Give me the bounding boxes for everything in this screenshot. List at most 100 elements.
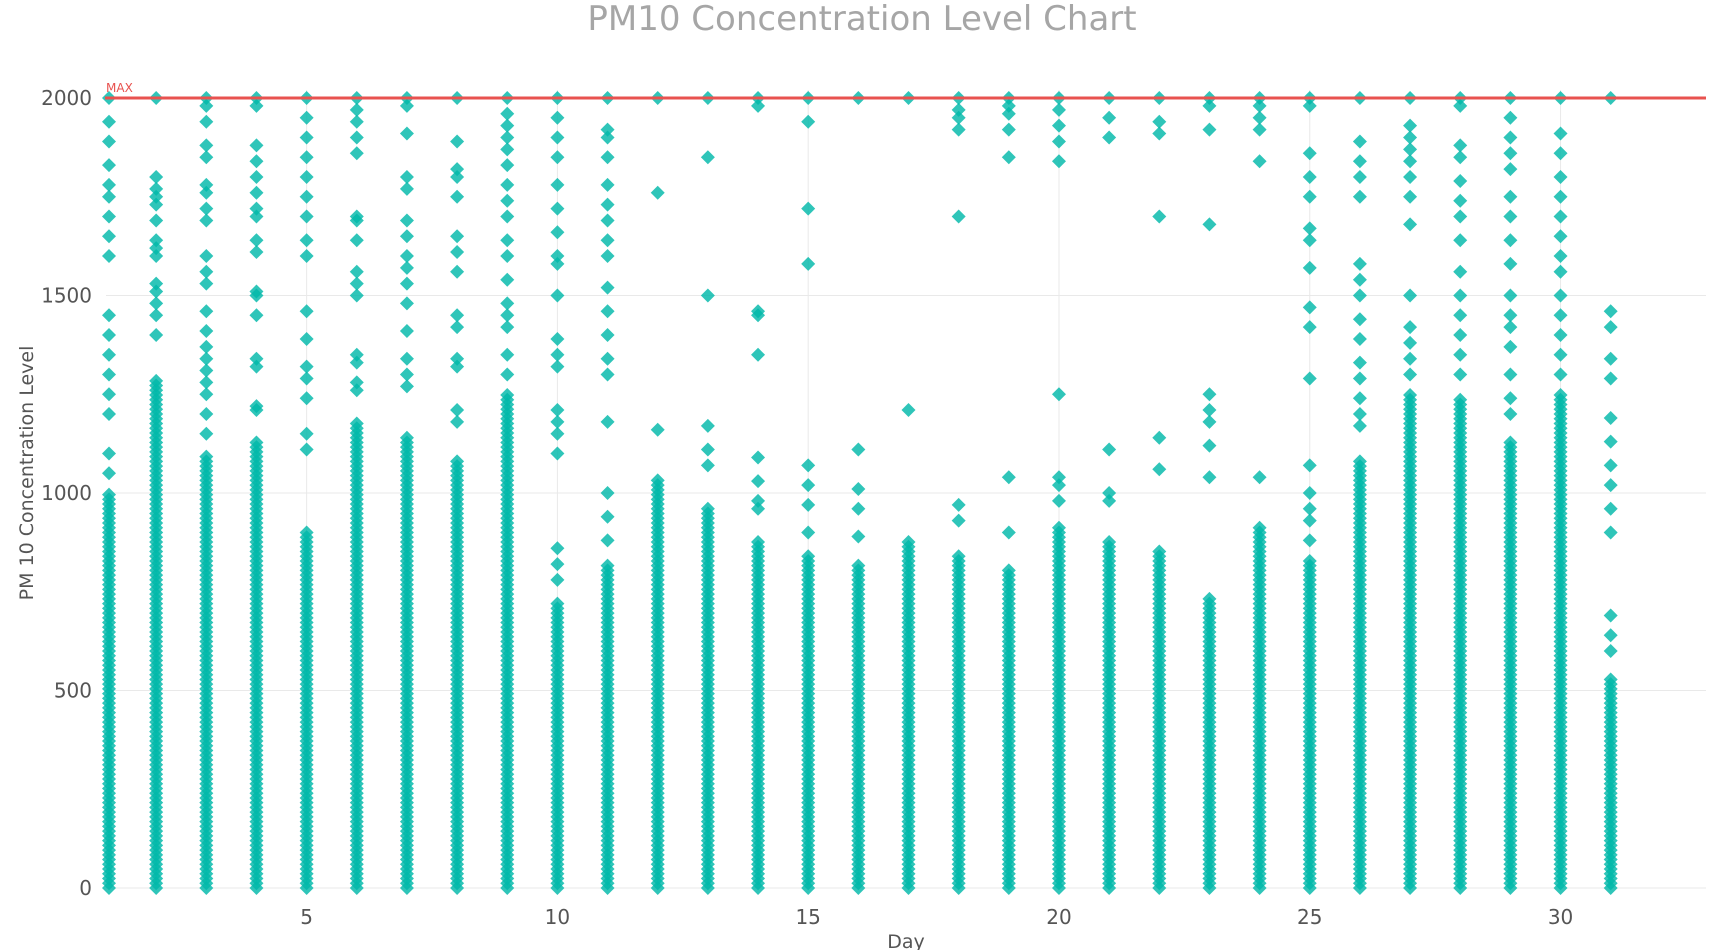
data-point (700, 418, 715, 433)
data-point (1051, 118, 1066, 133)
data-point (1453, 347, 1468, 362)
data-point (500, 308, 515, 323)
data-point (1403, 320, 1418, 335)
data-points (102, 91, 1618, 895)
data-point (1152, 430, 1167, 445)
chart-title: PM10 Concentration Level Chart (587, 0, 1136, 39)
data-point (199, 249, 214, 263)
data-point (299, 525, 314, 540)
data-point (500, 233, 515, 248)
data-point (249, 435, 264, 450)
data-point (1553, 249, 1568, 263)
data-point (399, 181, 414, 196)
data-point (1553, 146, 1568, 161)
y-axis-label: PM 10 Concentration Level (16, 346, 38, 601)
data-point (1352, 154, 1367, 169)
data-point (751, 450, 766, 465)
data-point (349, 102, 364, 117)
data-point (700, 442, 715, 457)
data-point (199, 324, 214, 339)
data-point (1603, 410, 1618, 425)
data-point (399, 260, 414, 275)
data-point (1252, 470, 1267, 485)
data-point (500, 118, 515, 133)
data-point (700, 150, 715, 165)
data-point (199, 339, 214, 354)
data-point (149, 197, 164, 212)
data-point (102, 158, 116, 173)
data-point (299, 331, 314, 346)
data-point (1051, 134, 1066, 149)
data-point (1051, 520, 1066, 535)
data-point (1403, 142, 1418, 157)
data-point (951, 513, 966, 528)
x-tick-label: 15 (795, 905, 820, 929)
data-point (1503, 233, 1518, 248)
data-point (450, 229, 465, 244)
data-point (1102, 534, 1117, 549)
data-point (600, 533, 615, 548)
data-point (1202, 470, 1217, 485)
data-point (650, 185, 665, 200)
data-point (1553, 308, 1568, 323)
data-point (1352, 288, 1367, 303)
data-point (1603, 525, 1618, 540)
data-point (951, 549, 966, 564)
data-point (299, 170, 314, 184)
data-point (102, 249, 116, 263)
data-point (1352, 312, 1367, 327)
data-point (1252, 110, 1267, 125)
data-point (1503, 320, 1518, 335)
data-point (249, 308, 264, 323)
data-point (951, 209, 966, 224)
data-point (149, 328, 164, 342)
data-point (249, 284, 264, 299)
x-tick-label: 5 (300, 905, 313, 929)
data-point (399, 98, 414, 113)
data-point (550, 541, 565, 556)
data-point (1553, 347, 1568, 362)
data-point (1403, 189, 1418, 204)
data-point (199, 201, 214, 216)
data-point (299, 304, 314, 319)
data-point (500, 388, 515, 403)
data-point (1503, 288, 1518, 303)
data-point (199, 304, 214, 319)
data-point (1603, 458, 1618, 473)
data-point (500, 347, 515, 362)
data-point (1503, 209, 1518, 224)
data-point (1302, 533, 1317, 548)
data-point (851, 529, 866, 544)
data-point (1453, 392, 1468, 407)
data-point (102, 328, 116, 342)
data-point (1553, 189, 1568, 204)
data-point (1252, 98, 1267, 113)
data-point (600, 233, 615, 248)
data-point (550, 130, 565, 145)
data-point (751, 98, 766, 113)
data-point (1202, 414, 1217, 429)
data-point (1152, 209, 1167, 224)
data-point (199, 264, 214, 279)
data-point (600, 367, 615, 382)
data-point (299, 391, 314, 406)
data-point (550, 288, 565, 303)
data-point (349, 114, 364, 129)
data-point (1553, 170, 1568, 184)
data-point (1352, 407, 1367, 421)
data-point (1352, 256, 1367, 271)
data-point (249, 359, 264, 374)
data-point (199, 449, 214, 464)
data-point (1302, 300, 1317, 315)
data-point (1453, 173, 1468, 188)
data-point (1453, 98, 1468, 113)
data-point (249, 154, 264, 169)
data-point (1252, 520, 1267, 535)
data-point (349, 288, 364, 303)
data-point (1352, 331, 1367, 346)
data-point (199, 407, 214, 421)
data-point (1453, 288, 1468, 303)
data-point (801, 478, 816, 493)
data-point (249, 138, 264, 153)
data-point (650, 422, 665, 437)
